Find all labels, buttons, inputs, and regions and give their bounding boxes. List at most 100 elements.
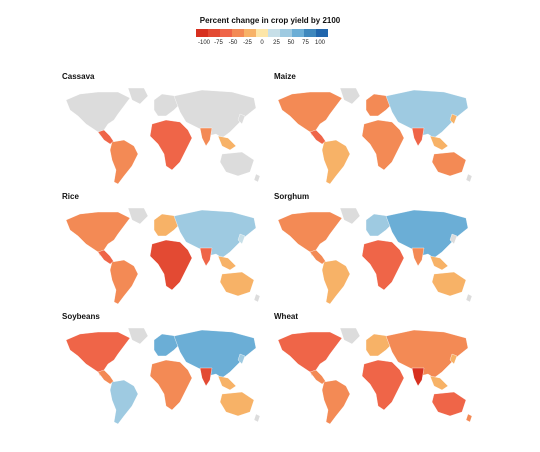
landmass-southeast-asia — [217, 375, 237, 391]
legend-swatch — [220, 29, 232, 37]
legend-tick-label: 75 — [302, 40, 309, 46]
landmass-new-zealand — [465, 173, 473, 183]
landmass-africa — [361, 239, 405, 291]
landmass-africa — [361, 359, 405, 411]
map-title-maize: Maize — [274, 72, 296, 81]
legend-color-bar — [196, 29, 328, 37]
landmass-north-america — [65, 211, 131, 257]
landmass-asia — [173, 89, 257, 139]
legend-tick-label: -25 — [243, 40, 252, 46]
landmass-india — [199, 247, 213, 267]
landmass-south-america — [109, 259, 139, 305]
landmass-australia — [431, 271, 467, 297]
landmass-greenland — [339, 207, 361, 225]
landmass-central-america — [97, 249, 115, 265]
map-panel-soybeans: Soybeans — [62, 312, 262, 432]
landmass-south-america — [109, 379, 139, 425]
landmass-india — [411, 247, 425, 267]
landmass-asia — [173, 209, 257, 259]
landmass-africa — [149, 239, 193, 291]
legend-swatch — [268, 29, 280, 37]
map-title-rice: Rice — [62, 192, 79, 201]
landmass-europe — [365, 333, 393, 357]
landmass-new-zealand — [465, 413, 473, 423]
landmass-japan — [237, 353, 246, 365]
world-map-sorghum — [277, 207, 473, 305]
landmass-india — [199, 127, 213, 147]
landmass-new-zealand — [465, 293, 473, 303]
landmass-new-zealand — [253, 173, 261, 183]
landmass-africa — [149, 119, 193, 171]
legend-ticks: -100 -75 -50 -25 0 25 50 75 100 — [196, 40, 328, 50]
legend-swatch — [292, 29, 304, 37]
landmass-asia — [385, 89, 469, 139]
map-panel-wheat: Wheat — [274, 312, 474, 432]
landmass-central-america — [97, 369, 115, 385]
map-title-cassava: Cassava — [62, 72, 95, 81]
landmass-north-america — [65, 331, 131, 377]
legend-tick-label: -100 — [197, 40, 211, 46]
landmass-central-america — [309, 129, 327, 145]
map-title-soybeans: Soybeans — [62, 312, 100, 321]
landmass-india — [411, 367, 425, 387]
landmass-greenland — [339, 87, 361, 105]
world-map-maize — [277, 87, 473, 185]
landmass-southeast-asia — [429, 255, 449, 271]
landmass-europe — [365, 213, 393, 237]
legend-tick-label: 25 — [273, 40, 280, 46]
landmass-southeast-asia — [429, 375, 449, 391]
landmass-japan — [449, 233, 458, 245]
landmass-south-america — [321, 379, 351, 425]
landmass-europe — [153, 333, 181, 357]
landmass-japan — [237, 233, 246, 245]
landmass-central-america — [309, 249, 327, 265]
landmass-australia — [219, 151, 255, 177]
landmass-greenland — [127, 327, 149, 345]
legend-tick-label: -50 — [228, 40, 238, 46]
landmass-north-america — [277, 91, 343, 137]
world-map-cassava — [65, 87, 261, 185]
landmass-southeast-asia — [217, 135, 237, 151]
legend-tick-label: -75 — [214, 40, 223, 46]
landmass-india — [411, 127, 425, 147]
landmass-greenland — [127, 207, 149, 225]
landmass-central-america — [309, 369, 327, 385]
landmass-australia — [219, 391, 255, 417]
landmass-north-america — [65, 91, 131, 137]
landmass-japan — [237, 113, 246, 125]
legend-swatch — [256, 29, 268, 37]
landmass-greenland — [339, 327, 361, 345]
landmass-australia — [431, 391, 467, 417]
legend-tick-label: 100 — [314, 40, 326, 46]
landmass-southeast-asia — [429, 135, 449, 151]
legend-title: Percent change in crop yield by 2100 — [199, 16, 341, 25]
landmass-new-zealand — [253, 413, 261, 423]
landmass-asia — [173, 329, 257, 379]
legend-swatch — [280, 29, 292, 37]
legend-tick-label: 0 — [260, 40, 264, 46]
world-map-wheat — [277, 327, 473, 425]
legend-swatch — [196, 29, 208, 37]
landmass-central-america — [97, 129, 115, 145]
legend-swatch — [208, 29, 220, 37]
landmass-north-america — [277, 211, 343, 257]
world-map-soybeans — [65, 327, 261, 425]
landmass-africa — [149, 359, 193, 411]
landmass-south-america — [109, 139, 139, 185]
landmass-africa — [361, 119, 405, 171]
legend-swatch — [232, 29, 244, 37]
landmass-europe — [153, 93, 181, 117]
landmass-australia — [431, 151, 467, 177]
landmass-japan — [449, 113, 458, 125]
map-title-wheat: Wheat — [274, 312, 298, 321]
map-panel-sorghum: Sorghum — [274, 192, 474, 312]
landmass-new-zealand — [253, 293, 261, 303]
landmass-asia — [385, 329, 469, 379]
legend-swatch — [304, 29, 316, 37]
landmass-europe — [365, 93, 393, 117]
map-panel-rice: Rice — [62, 192, 262, 312]
world-map-rice — [65, 207, 261, 305]
landmass-southeast-asia — [217, 255, 237, 271]
landmass-greenland — [127, 87, 149, 105]
landmass-south-america — [321, 139, 351, 185]
